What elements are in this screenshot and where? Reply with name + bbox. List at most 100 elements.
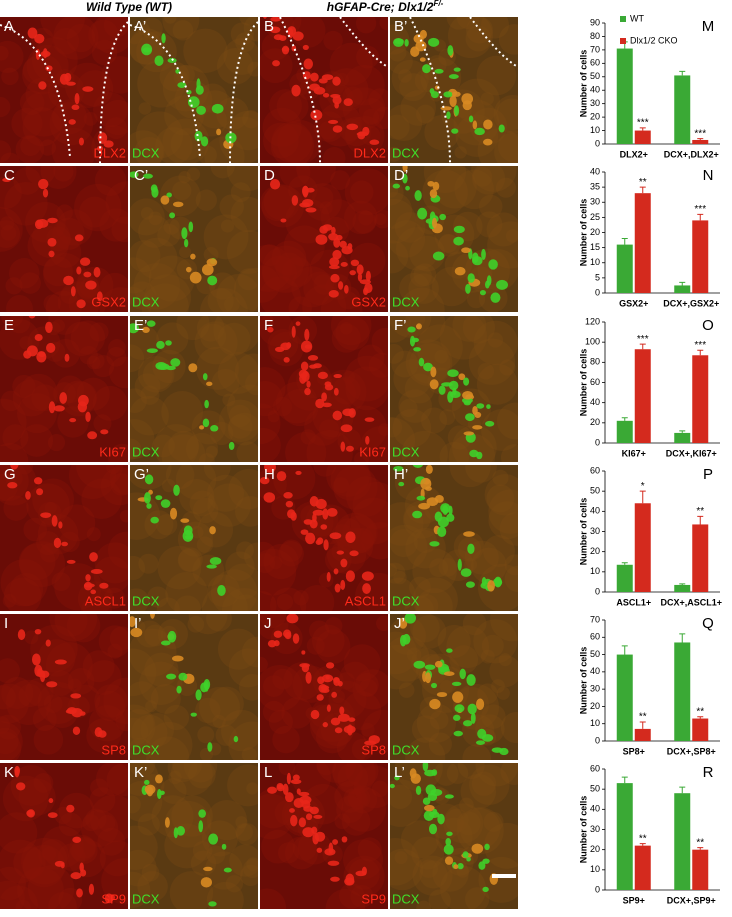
cell bbox=[53, 405, 65, 412]
texture bbox=[443, 803, 484, 844]
texture bbox=[275, 252, 304, 281]
texture bbox=[130, 286, 151, 312]
cell bbox=[295, 321, 301, 326]
texture bbox=[19, 90, 45, 115]
texture bbox=[16, 393, 58, 434]
cell bbox=[276, 471, 287, 482]
cell bbox=[190, 712, 197, 717]
texture bbox=[219, 194, 244, 219]
texture bbox=[337, 763, 369, 794]
texture bbox=[496, 402, 518, 440]
cell bbox=[348, 408, 356, 418]
cell bbox=[175, 68, 180, 74]
cell bbox=[40, 512, 52, 518]
cell bbox=[176, 826, 186, 836]
stain-label: ASCL1 bbox=[85, 593, 126, 608]
texture bbox=[416, 104, 435, 124]
cell bbox=[160, 195, 170, 205]
texture bbox=[468, 338, 515, 385]
cell bbox=[454, 105, 460, 117]
panel-letter: P bbox=[703, 466, 713, 483]
cell bbox=[296, 788, 301, 795]
cell bbox=[402, 166, 408, 172]
texture bbox=[49, 614, 98, 642]
cell bbox=[449, 95, 457, 107]
texture bbox=[13, 167, 41, 195]
texture bbox=[445, 808, 469, 833]
y-axis-label: Number of cells bbox=[578, 50, 588, 118]
texture bbox=[0, 721, 23, 760]
cell bbox=[476, 698, 485, 710]
texture bbox=[405, 528, 446, 569]
texture bbox=[163, 218, 180, 235]
texture bbox=[477, 363, 495, 380]
texture bbox=[170, 763, 213, 796]
texture bbox=[358, 98, 385, 125]
cell bbox=[264, 465, 276, 473]
texture bbox=[462, 316, 496, 344]
texture bbox=[217, 322, 251, 356]
cell bbox=[284, 631, 292, 640]
cell bbox=[434, 68, 444, 74]
y-tick-label: 10 bbox=[590, 566, 600, 576]
texture bbox=[183, 763, 218, 783]
texture bbox=[137, 813, 160, 836]
texture bbox=[56, 209, 93, 246]
panel-letter: L bbox=[264, 764, 272, 781]
error-bar bbox=[621, 562, 628, 565]
stain-label: DCX bbox=[132, 444, 160, 459]
texture bbox=[48, 316, 81, 335]
texture bbox=[412, 577, 458, 611]
bar bbox=[634, 845, 651, 890]
texture bbox=[465, 465, 497, 483]
cell bbox=[270, 17, 282, 22]
texture bbox=[99, 840, 128, 877]
cell bbox=[429, 189, 438, 199]
cell bbox=[328, 290, 339, 298]
cell bbox=[472, 120, 478, 130]
texture bbox=[281, 697, 313, 729]
texture bbox=[477, 128, 518, 163]
texture bbox=[239, 17, 257, 26]
cell bbox=[321, 74, 334, 81]
texture bbox=[404, 373, 435, 404]
cell bbox=[207, 275, 218, 286]
texture bbox=[245, 372, 258, 396]
texture bbox=[398, 389, 432, 423]
texture bbox=[200, 323, 227, 350]
texture bbox=[476, 363, 518, 405]
mutant-header: hGFAP-Cre; Dlx1/2F/- bbox=[327, 0, 444, 14]
texture bbox=[167, 763, 198, 783]
cell bbox=[156, 340, 165, 349]
texture bbox=[391, 350, 419, 378]
texture bbox=[451, 388, 491, 428]
texture bbox=[415, 594, 439, 611]
cell bbox=[410, 773, 421, 784]
cell bbox=[326, 571, 331, 582]
texture bbox=[201, 820, 238, 857]
cell bbox=[189, 271, 202, 284]
texture bbox=[334, 512, 377, 555]
cell bbox=[448, 74, 459, 79]
cell bbox=[332, 125, 343, 133]
texture bbox=[243, 859, 258, 879]
texture bbox=[293, 589, 309, 606]
cell bbox=[466, 857, 471, 862]
texture bbox=[347, 787, 371, 810]
cell bbox=[150, 614, 155, 619]
cell bbox=[70, 693, 82, 699]
cell bbox=[440, 106, 452, 111]
y-tick-label: 30 bbox=[590, 197, 600, 207]
cell bbox=[461, 247, 471, 254]
cell bbox=[34, 33, 45, 44]
cell bbox=[76, 888, 83, 898]
panel-letter: J bbox=[264, 615, 272, 632]
micrograph-bg bbox=[130, 316, 258, 462]
texture bbox=[0, 152, 20, 163]
texture bbox=[157, 545, 202, 590]
texture bbox=[459, 808, 501, 849]
texture bbox=[272, 396, 293, 417]
texture bbox=[233, 267, 258, 312]
texture bbox=[139, 661, 183, 706]
cell bbox=[202, 418, 210, 428]
